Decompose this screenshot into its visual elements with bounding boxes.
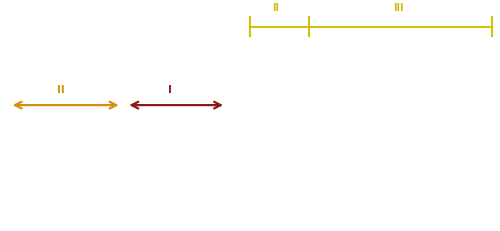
- Text: II: II: [57, 85, 64, 95]
- Text: I: I: [168, 85, 172, 95]
- Text: b: b: [469, 207, 477, 219]
- Text: II: II: [272, 3, 279, 13]
- Text: a: a: [214, 207, 221, 219]
- Text: III: III: [392, 3, 403, 13]
